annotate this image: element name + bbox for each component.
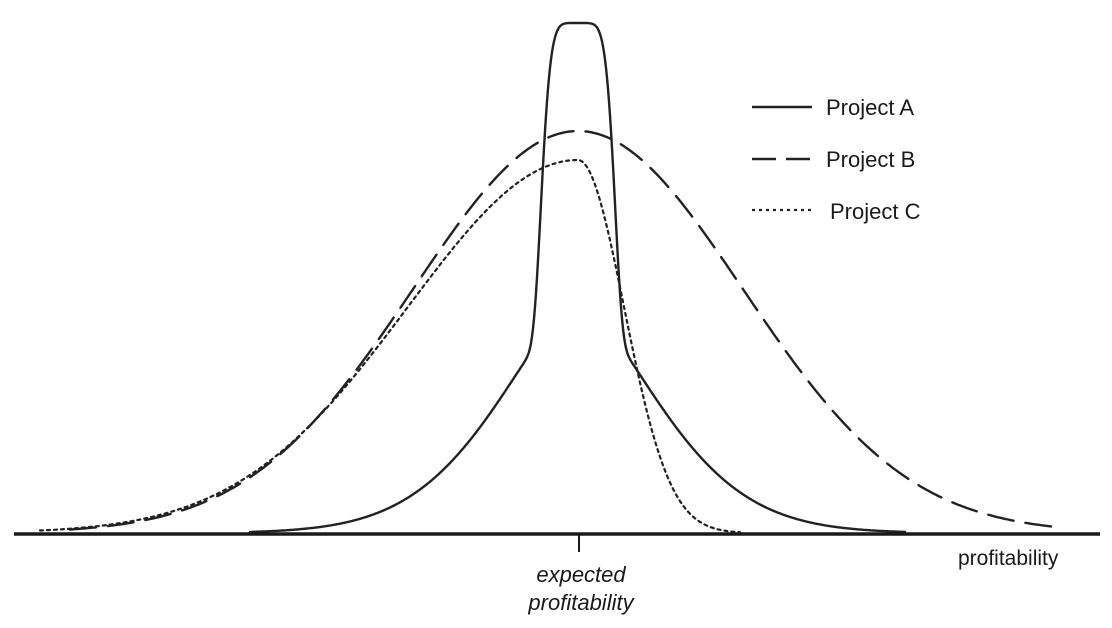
x-axis-label: profitability	[958, 547, 1059, 570]
project-b-curve	[68, 129, 1062, 531]
legend-label-project-c: Project C	[830, 199, 921, 224]
project-a-curve	[248, 21, 907, 534]
legend-label-project-a: Project A	[826, 95, 914, 120]
expected-profitability-label-line2: profitability	[527, 590, 635, 615]
legend: Project A Project B Project C	[752, 95, 921, 224]
legend-label-project-b: Project B	[826, 147, 915, 172]
project-c-curve	[38, 158, 742, 534]
expected-profitability-label-line1: expected	[536, 562, 626, 587]
